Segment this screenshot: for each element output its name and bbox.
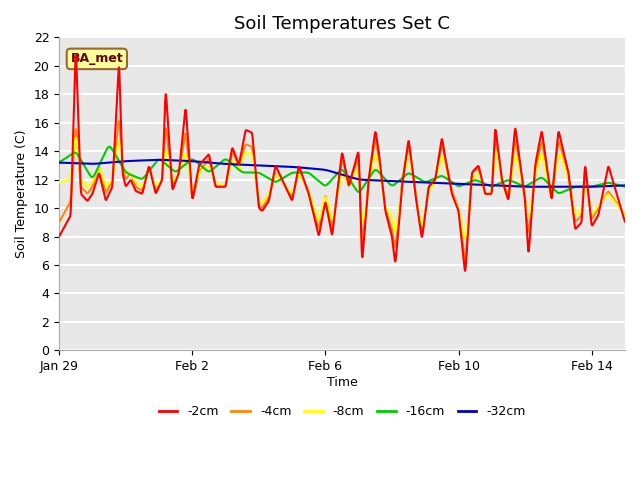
Legend: -2cm, -4cm, -8cm, -16cm, -32cm: -2cm, -4cm, -8cm, -16cm, -32cm <box>154 400 531 423</box>
X-axis label: Time: Time <box>326 376 358 389</box>
Title: Soil Temperatures Set C: Soil Temperatures Set C <box>234 15 450 33</box>
Text: BA_met: BA_met <box>70 52 124 65</box>
Y-axis label: Soil Temperature (C): Soil Temperature (C) <box>15 130 28 258</box>
